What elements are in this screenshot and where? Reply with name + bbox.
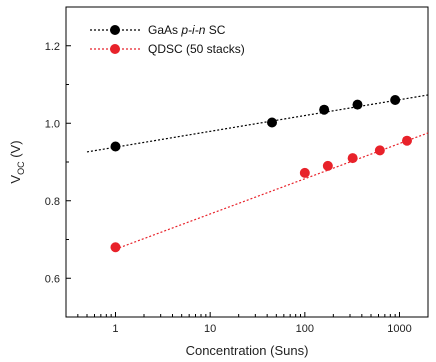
- data-point-series-0: [390, 95, 401, 105]
- y-axis-label: VOC (V): [8, 140, 26, 183]
- legend-marker-qdsc: [110, 44, 120, 54]
- x-tick-label: 10: [204, 323, 216, 335]
- x-tick-label: 1000: [387, 323, 411, 335]
- y-tick-label: 1.2: [45, 41, 60, 53]
- legend-label-gaas-part3: SC: [205, 23, 225, 37]
- legend-entry-gaas: GaAs p-i-n SC: [90, 23, 226, 37]
- x-tick-label: 1: [112, 323, 118, 335]
- data-point-series-1: [299, 167, 310, 178]
- legend-label-gaas-part1: GaAs: [148, 23, 181, 37]
- data-point-series-1: [347, 153, 358, 164]
- legend-label-qdsc: QDSC (50 stacks): [148, 42, 245, 56]
- y-axis-label-unit: (V): [8, 140, 23, 161]
- data-point-series-0: [267, 117, 278, 128]
- data-point-series-0: [319, 104, 330, 115]
- legend-label-gaas-part2: p-i-n: [180, 23, 205, 37]
- data-point-series-0: [110, 141, 121, 152]
- y-tick-label: 0.8: [45, 196, 60, 208]
- plot-frame: [65, 6, 429, 318]
- data-point-series-1: [322, 160, 333, 171]
- data-points: [110, 95, 412, 253]
- legend: GaAs p-i-n SC QDSC (50 stacks): [90, 23, 245, 56]
- legend-label-gaas: GaAs p-i-n SC: [148, 23, 226, 37]
- y-axis-label-subscript: OC: [16, 161, 26, 175]
- data-point-series-0: [352, 99, 363, 110]
- y-tick-label: 0.6: [45, 273, 60, 285]
- legend-marker-gaas: [110, 25, 120, 35]
- data-point-series-1: [401, 135, 412, 146]
- fit-lines: [86, 94, 429, 250]
- y-axis-label-main: V: [8, 175, 23, 184]
- legend-entry-qdsc: QDSC (50 stacks): [90, 42, 245, 56]
- y-tick-label: 1.0: [45, 118, 60, 130]
- data-point-series-1: [110, 242, 121, 253]
- x-tick-label: 100: [296, 323, 314, 335]
- data-point-series-1: [374, 145, 385, 156]
- axis-ticks: 1 10 100 1000 0.6 0.8 1.0 1.2: [45, 6, 429, 335]
- x-axis-label: Concentration (Suns): [186, 343, 309, 358]
- fit-line-series-0: [86, 94, 429, 153]
